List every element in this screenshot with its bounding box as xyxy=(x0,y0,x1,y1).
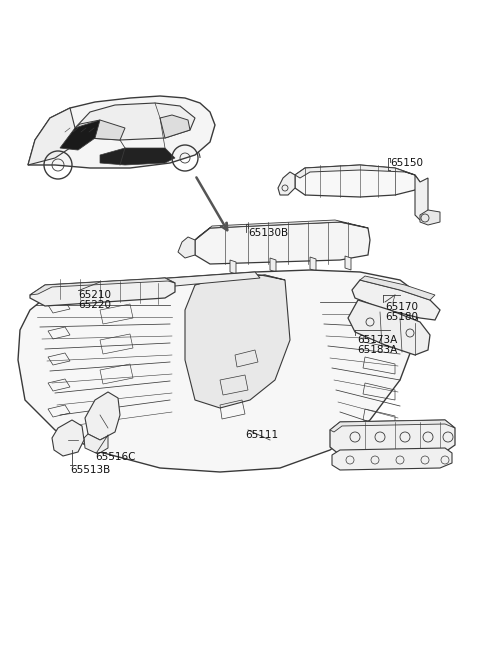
Polygon shape xyxy=(332,448,452,470)
Text: 65516C: 65516C xyxy=(95,452,135,462)
Polygon shape xyxy=(230,260,236,274)
Text: 65111: 65111 xyxy=(245,430,278,440)
Polygon shape xyxy=(30,278,175,295)
Polygon shape xyxy=(30,278,175,306)
Text: 65173A: 65173A xyxy=(357,335,397,345)
Polygon shape xyxy=(185,275,290,408)
Polygon shape xyxy=(295,165,420,197)
Text: 65170: 65170 xyxy=(385,302,418,312)
Polygon shape xyxy=(100,148,175,165)
Text: 65220: 65220 xyxy=(78,300,111,310)
Polygon shape xyxy=(310,257,316,271)
Polygon shape xyxy=(75,120,125,140)
Polygon shape xyxy=(415,175,428,220)
Text: 65150: 65150 xyxy=(390,158,423,168)
Polygon shape xyxy=(270,258,276,272)
Polygon shape xyxy=(28,96,215,168)
Polygon shape xyxy=(28,108,75,165)
Polygon shape xyxy=(52,420,84,456)
Polygon shape xyxy=(345,256,351,270)
Polygon shape xyxy=(352,280,440,320)
Text: 65130B: 65130B xyxy=(248,228,288,238)
Polygon shape xyxy=(195,273,285,285)
Polygon shape xyxy=(195,220,368,240)
Polygon shape xyxy=(295,165,415,178)
Text: 65513B: 65513B xyxy=(70,465,110,475)
Polygon shape xyxy=(85,392,120,440)
Polygon shape xyxy=(420,210,440,225)
Polygon shape xyxy=(75,103,195,140)
Polygon shape xyxy=(84,434,108,454)
Text: 65210: 65210 xyxy=(78,290,111,300)
Polygon shape xyxy=(85,272,260,294)
Text: 65183A: 65183A xyxy=(357,345,397,355)
Polygon shape xyxy=(330,420,455,455)
Polygon shape xyxy=(160,115,190,138)
Polygon shape xyxy=(360,276,435,300)
Polygon shape xyxy=(348,300,430,355)
Polygon shape xyxy=(278,172,295,195)
Polygon shape xyxy=(330,420,455,432)
Polygon shape xyxy=(195,222,370,264)
Polygon shape xyxy=(60,120,100,150)
Polygon shape xyxy=(178,237,195,258)
Text: 65180: 65180 xyxy=(385,312,418,322)
Polygon shape xyxy=(18,270,420,472)
